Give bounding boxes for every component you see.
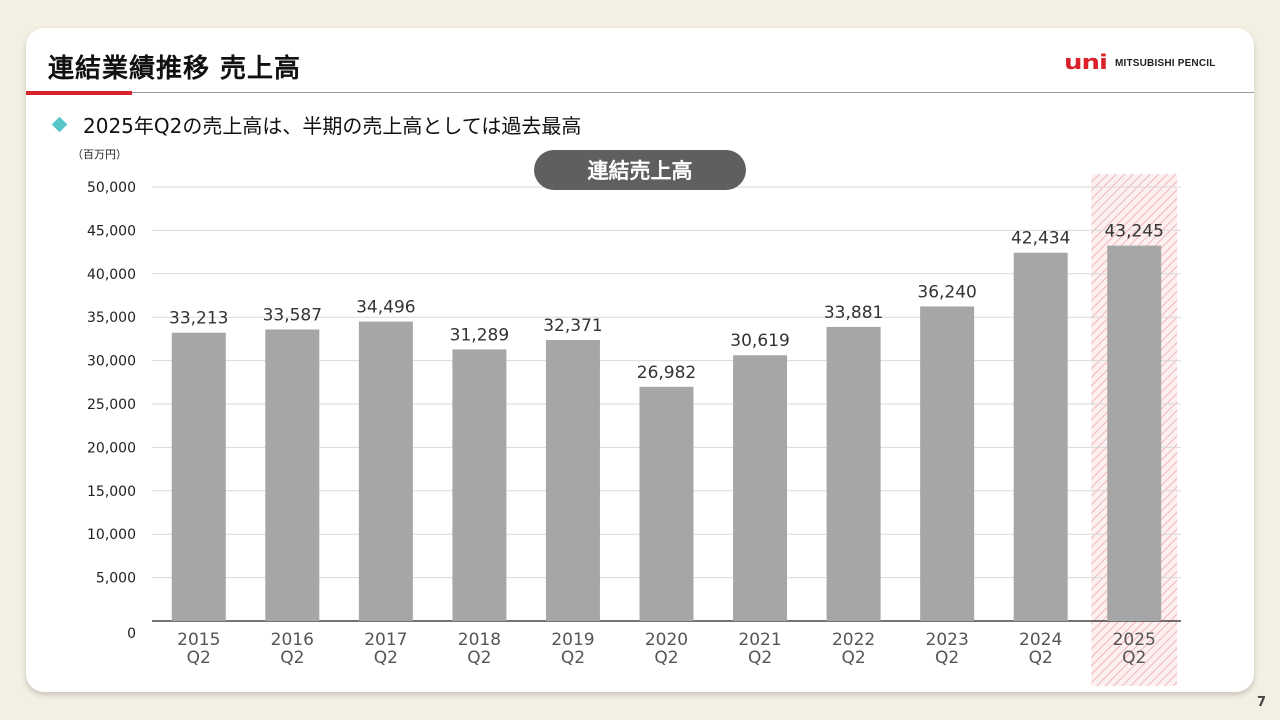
x-tick-label: 2019 Q2	[551, 630, 594, 668]
chart-title: 連結売上高	[588, 159, 693, 183]
y-unit-label: （百万円）	[72, 148, 127, 161]
value-label: 31,289	[450, 325, 509, 345]
bar	[171, 332, 226, 621]
y-tick-label: 20,000	[87, 440, 136, 456]
x-tick-label: 2015 Q2	[177, 630, 220, 668]
y-tick-label: 5,000	[96, 571, 136, 587]
chart-title-badge	[534, 150, 746, 190]
y-tick-label: 0	[127, 626, 136, 642]
bar	[452, 349, 507, 621]
x-tick-label: 2020 Q2	[645, 630, 688, 668]
x-tick-label: 2018 Q2	[458, 630, 501, 668]
y-tick-label: 40,000	[87, 267, 136, 283]
y-tick-label: 25,000	[87, 397, 136, 413]
value-label: 30,619	[730, 331, 789, 351]
bar	[920, 306, 975, 621]
x-tick-label: 2024 Q2	[1019, 630, 1062, 668]
value-label: 33,213	[169, 309, 228, 329]
x-tick-label: 2022 Q2	[832, 630, 875, 668]
x-tick-label: 2017 Q2	[364, 630, 407, 668]
page-title: 連結業績推移 売上高	[48, 54, 302, 84]
bullet-row: 2025年Q2の売上高は、半期の売上高としては過去最高	[50, 110, 581, 139]
y-tick-label: 10,000	[87, 527, 136, 543]
value-label: 33,881	[824, 303, 883, 323]
bar	[358, 321, 413, 621]
title-accent-bar	[26, 91, 132, 95]
bar	[826, 326, 881, 621]
x-tick-label: 2016 Q2	[271, 630, 314, 668]
bar	[733, 355, 788, 621]
value-label: 33,587	[263, 305, 322, 325]
logo-mark: uni	[1064, 51, 1108, 75]
logo-text: MITSUBISHI PENCIL	[1114, 57, 1216, 69]
x-tick-label: 2025 Q2	[1113, 630, 1156, 668]
value-label: 42,434	[1011, 229, 1070, 249]
value-label: 26,982	[637, 363, 696, 383]
bar	[265, 329, 320, 621]
y-tick-label: 35,000	[87, 310, 136, 326]
bar	[1107, 245, 1162, 621]
y-tick-label: 15,000	[87, 484, 136, 500]
x-tick-label: 2021 Q2	[738, 630, 781, 668]
value-label: 34,496	[356, 298, 415, 318]
y-tick-label: 30,000	[87, 354, 136, 370]
bar	[545, 340, 600, 621]
x-tick-label: 2023 Q2	[926, 630, 969, 668]
y-tick-label: 45,000	[87, 223, 136, 239]
title-divider	[26, 92, 1254, 93]
value-label: 43,245	[1104, 222, 1163, 242]
bar	[639, 386, 694, 621]
company-logo: uni MITSUBISHI PENCIL	[1064, 50, 1216, 76]
value-label: 32,371	[543, 316, 602, 336]
bar	[1013, 252, 1068, 621]
page-number: 7	[1256, 695, 1266, 710]
value-label: 36,240	[917, 282, 976, 302]
bullet-text: 2025年Q2の売上高は、半期の売上高としては過去最高	[83, 114, 582, 138]
y-tick-label: 50,000	[87, 180, 136, 196]
